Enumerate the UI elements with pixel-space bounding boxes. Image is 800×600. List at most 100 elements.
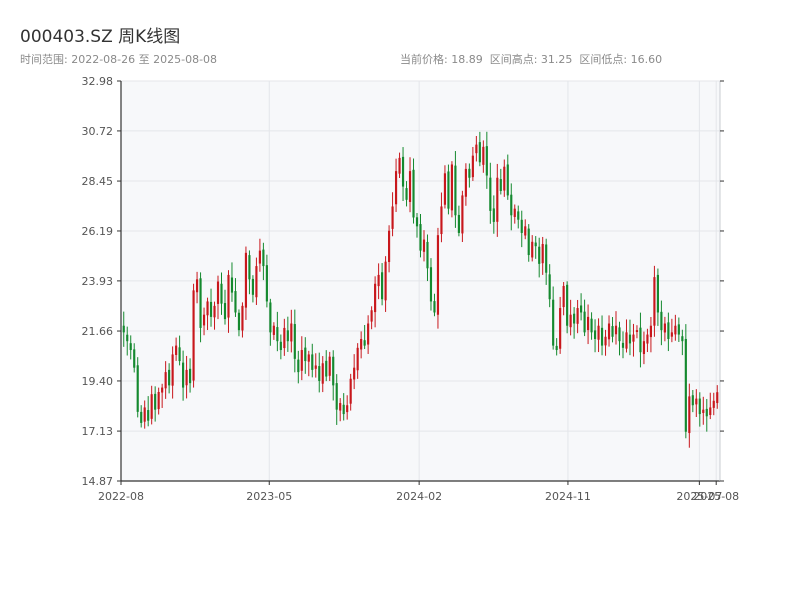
candle xyxy=(356,343,359,379)
candle xyxy=(573,307,576,339)
candle xyxy=(677,317,680,342)
candle-body xyxy=(527,228,530,256)
candle xyxy=(681,329,684,356)
candle-body xyxy=(674,325,677,335)
candle xyxy=(583,299,586,337)
candle xyxy=(590,312,593,340)
candle-body xyxy=(520,219,523,233)
y-tick-label: 32.98 xyxy=(82,75,114,88)
candle-body xyxy=(593,330,597,339)
candle xyxy=(195,271,199,304)
candle xyxy=(209,288,213,327)
candle-body xyxy=(569,314,572,328)
candle-body xyxy=(377,274,380,287)
candle xyxy=(328,351,331,381)
candle-body xyxy=(363,340,366,346)
candle xyxy=(471,146,474,181)
y-tick-label: 17.13 xyxy=(82,425,114,438)
candle xyxy=(122,311,125,347)
candle xyxy=(363,325,366,350)
candle xyxy=(517,205,520,229)
candle-body xyxy=(136,365,139,412)
candle-body xyxy=(635,330,639,332)
candle-body xyxy=(394,171,398,205)
candle xyxy=(185,355,188,399)
candle-body xyxy=(339,403,342,411)
candle-body xyxy=(140,411,143,423)
candle-body xyxy=(691,395,694,406)
candle xyxy=(188,358,192,393)
candle-body xyxy=(269,302,272,333)
candle-body xyxy=(342,404,345,415)
x-axis-ticks: 2022-08 2023-05 2024-02 2024-11 2025-072025-… xyxy=(98,481,739,503)
candle-body xyxy=(426,241,429,269)
candle xyxy=(548,264,551,308)
candle-body xyxy=(475,144,478,154)
candle-body xyxy=(646,334,649,344)
x-tick-label: 2023-05 xyxy=(246,490,292,503)
candle-body xyxy=(213,305,216,318)
candle xyxy=(157,387,160,415)
y-tick-label: 21.66 xyxy=(82,325,114,338)
candle-body xyxy=(412,169,415,218)
candle xyxy=(394,158,398,212)
candle-body xyxy=(489,177,492,211)
candle-body xyxy=(611,326,614,337)
candle-body xyxy=(328,356,331,376)
candle xyxy=(712,392,715,416)
candle-body xyxy=(517,211,520,220)
candle-body xyxy=(503,166,506,191)
candle xyxy=(143,400,146,429)
candle-body xyxy=(695,398,698,405)
candle-body xyxy=(314,365,317,369)
candle-body xyxy=(566,284,569,326)
candle xyxy=(290,309,293,353)
candle-body xyxy=(143,407,146,422)
candle-body xyxy=(300,350,303,371)
range-high: 区间高点: 31.25 xyxy=(489,53,573,66)
candle-body xyxy=(705,408,708,417)
x-tick-label: 2024-02 xyxy=(396,490,442,503)
candle xyxy=(258,238,261,272)
candle xyxy=(429,258,433,311)
y-tick-label: 26.19 xyxy=(82,225,114,238)
candle-body xyxy=(478,142,481,163)
candle xyxy=(199,272,202,343)
candle xyxy=(349,373,352,411)
candle xyxy=(398,152,401,179)
candle xyxy=(482,140,485,173)
candle-body xyxy=(639,327,642,353)
candle xyxy=(667,312,670,352)
candle xyxy=(276,311,279,352)
candle xyxy=(468,163,471,188)
candle-body xyxy=(688,396,691,434)
candle-body xyxy=(237,312,241,331)
y-tick-label: 30.72 xyxy=(82,125,114,138)
candle-body xyxy=(440,206,443,235)
candle xyxy=(688,383,691,448)
candle xyxy=(408,157,412,213)
candle xyxy=(510,183,513,231)
candle-body xyxy=(496,177,499,222)
candle-body xyxy=(419,224,422,251)
candle-body xyxy=(513,208,516,217)
candle-body xyxy=(548,274,551,300)
candle xyxy=(237,309,241,337)
candle xyxy=(475,135,478,162)
candle xyxy=(566,281,569,334)
candle xyxy=(534,236,537,259)
candle xyxy=(304,337,307,374)
candle xyxy=(227,270,230,333)
candle xyxy=(702,396,705,425)
candle xyxy=(192,283,195,388)
candle-body xyxy=(656,274,659,313)
candle-body xyxy=(304,347,307,362)
candle xyxy=(164,361,167,399)
candle xyxy=(499,168,502,195)
candle xyxy=(695,389,698,417)
candle-body xyxy=(492,208,495,222)
candle xyxy=(405,181,408,207)
candle xyxy=(443,165,447,209)
candle-body xyxy=(559,308,562,349)
candle-body xyxy=(429,267,433,302)
